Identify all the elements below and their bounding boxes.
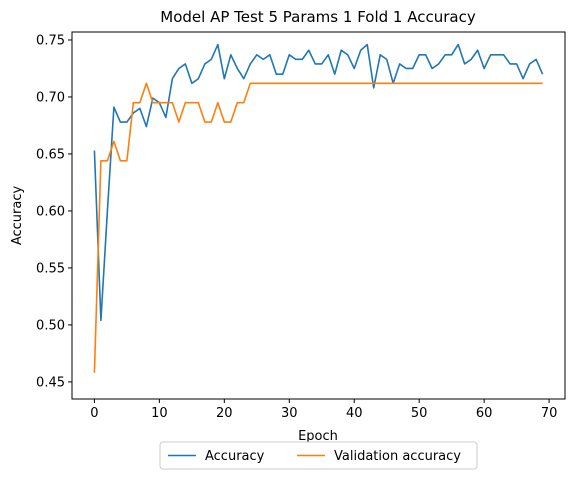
x-axis-label: Epoch <box>298 429 338 444</box>
y-tick-label: 0.65 <box>36 147 65 162</box>
y-tick-label: 0.50 <box>36 318 65 333</box>
x-tick-label: 20 <box>216 406 233 421</box>
x-axis: 0 10 20 30 40 50 60 70 <box>90 399 557 421</box>
plot-area <box>71 31 566 400</box>
y-tick-label: 0.45 <box>36 375 65 390</box>
plot-frame <box>71 31 566 400</box>
plot-background <box>72 32 565 399</box>
chart-title: Model AP Test 5 Params 1 Fold 1 Accuracy <box>160 8 476 26</box>
x-tick-label: 30 <box>281 406 298 421</box>
series-layer <box>93 43 544 373</box>
y-tick-label: 0.60 <box>36 204 65 219</box>
x-tick-label: 70 <box>541 406 558 421</box>
legend-label: Validation accuracy <box>334 449 461 464</box>
series-line-1 <box>93 82 543 373</box>
legend: Accuracy Validation accuracy <box>159 441 478 470</box>
x-tick-label: 10 <box>151 406 168 421</box>
y-tick-label: 0.75 <box>36 33 65 48</box>
legend-items: Accuracy Validation accuracy <box>168 449 461 464</box>
x-tick-label: 40 <box>346 406 363 421</box>
x-tick-label: 50 <box>411 406 428 421</box>
y-tick-label: 0.70 <box>36 90 65 105</box>
x-tick-label: 60 <box>476 406 493 421</box>
legend-label: Accuracy <box>205 449 265 464</box>
y-tick-label: 0.55 <box>36 261 65 276</box>
y-axis-label: Accuracy <box>10 186 25 246</box>
y-axis: 0.45 0.50 0.55 0.60 0.65 0.70 0.75 <box>36 33 72 390</box>
series-line-0 <box>93 43 544 322</box>
x-tick-label: 0 <box>90 406 98 421</box>
